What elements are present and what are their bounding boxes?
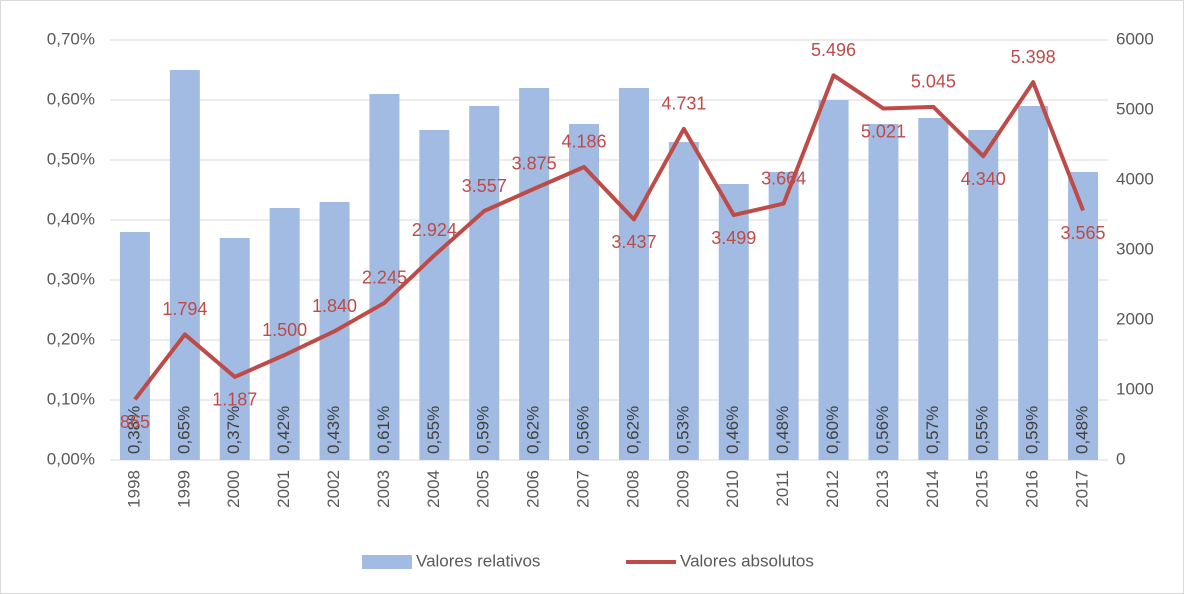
bar-value-label: 0,42%: [274, 406, 293, 454]
y-tick-label: 0,60%: [47, 89, 95, 108]
bar: [419, 130, 450, 460]
bar-value-label: 0,57%: [923, 406, 942, 454]
line-value-label: 3.499: [711, 228, 756, 248]
x-tick-label: 2007: [574, 470, 593, 508]
bar: [469, 106, 500, 460]
y2-tick-label: 6000: [1116, 29, 1154, 48]
bar-value-label: 0,56%: [574, 406, 593, 454]
x-tick-label: 2005: [474, 470, 493, 508]
line-value-label: 3.437: [611, 232, 656, 252]
bar: [219, 238, 250, 460]
bar: [918, 118, 949, 460]
legend-label: Valores absolutos: [680, 551, 814, 570]
bar-value-label: 0,60%: [823, 406, 842, 454]
x-tick-label: 2002: [324, 470, 343, 508]
line-value-label: 3.557: [462, 176, 507, 196]
x-tick-label: 2000: [224, 470, 243, 508]
x-tick-label: 2009: [673, 470, 692, 508]
line-value-label: 4.340: [961, 169, 1006, 189]
bar-value-label: 0,62%: [623, 406, 642, 454]
line-value-label: 1.500: [262, 320, 307, 340]
bar: [119, 232, 150, 460]
legend-swatch: [362, 555, 412, 569]
bar: [369, 94, 400, 460]
bar-value-label: 0,56%: [873, 406, 892, 454]
bar: [818, 100, 849, 460]
bar-value-label: 0,43%: [324, 406, 343, 454]
line-value-label: 5.045: [911, 72, 956, 92]
line-value-label: 3.565: [1061, 223, 1106, 243]
x-tick-label: 2013: [873, 470, 892, 508]
x-tick-label: 2014: [923, 470, 942, 508]
y-tick-label: 0,50%: [47, 149, 95, 168]
bar: [618, 88, 649, 460]
y2-tick-label: 1000: [1116, 379, 1154, 398]
x-tick-label: 1999: [174, 470, 193, 508]
bar: [1018, 106, 1049, 460]
line-value-label: 1.187: [212, 390, 257, 410]
y-tick-label: 0,20%: [47, 329, 95, 348]
bar-value-label: 0,46%: [723, 406, 742, 454]
y2-tick-label: 0: [1116, 449, 1125, 468]
bar-value-label: 0,59%: [474, 406, 493, 454]
y2-tick-label: 3000: [1116, 239, 1154, 258]
y-tick-label: 0,30%: [47, 269, 95, 288]
x-tick-label: 2008: [623, 470, 642, 508]
bar-value-label: 0,53%: [673, 406, 692, 454]
bar-value-label: 0,62%: [524, 406, 543, 454]
x-tick-label: 2015: [973, 470, 992, 508]
bar: [519, 88, 550, 460]
y-tick-label: 0,00%: [47, 449, 95, 468]
bar-value-label: 0,61%: [374, 406, 393, 454]
bar-value-label: 0,55%: [424, 406, 443, 454]
y-tick-label: 0,40%: [47, 209, 95, 228]
bar-value-label: 0,59%: [1023, 406, 1042, 454]
bar: [1068, 172, 1099, 460]
x-tick-label: 2006: [524, 470, 543, 508]
line-value-label: 1.794: [162, 299, 207, 319]
bar-value-label: 0,48%: [1073, 406, 1092, 454]
x-tick-label: 2017: [1073, 470, 1092, 508]
bar-value-label: 0,65%: [174, 406, 193, 454]
line-value-label: 5.021: [861, 121, 906, 141]
line-value-label: 4.186: [562, 132, 607, 152]
bar-value-label: 0,37%: [224, 406, 243, 454]
line-value-label: 5.398: [1011, 47, 1056, 67]
x-tick-label: 2016: [1023, 470, 1042, 508]
bar-value-label: 0,55%: [973, 406, 992, 454]
bar-value-label: 0,38%: [124, 406, 143, 454]
bar: [718, 184, 749, 460]
line-value-label: 3.875: [512, 154, 557, 174]
x-tick-label: 2003: [374, 470, 393, 508]
line: [133, 73, 1085, 401]
x-tick-label: 2011: [773, 470, 792, 507]
y-tick-label: 0,10%: [47, 389, 95, 408]
line-value-label: 2.245: [362, 268, 407, 288]
bar: [269, 208, 300, 460]
bar: [668, 142, 699, 460]
y2-tick-label: 5000: [1116, 99, 1154, 118]
y2-tick-label: 4000: [1116, 169, 1154, 188]
x-tick-label: 1998: [124, 470, 143, 508]
x-tick-label: 2004: [424, 470, 443, 508]
legend-label: Valores relativos: [416, 551, 540, 570]
line-value-label: 4.731: [661, 94, 706, 114]
line-value-label: 2.924: [412, 220, 457, 240]
y2-tick-label: 2000: [1116, 309, 1154, 328]
bar: [868, 124, 899, 460]
line-value-label: 865: [120, 412, 150, 432]
x-tick-label: 2001: [274, 470, 293, 508]
line-value-label: 3.664: [761, 168, 806, 188]
x-tick-label: 2012: [823, 470, 842, 508]
bar: [768, 172, 799, 460]
x-tick-label: 2010: [723, 470, 742, 508]
line-value-label: 5.496: [811, 40, 856, 60]
bar: [169, 70, 200, 460]
bar: [968, 130, 999, 460]
line-value-label: 1.840: [312, 296, 357, 316]
bar-value-label: 0,48%: [773, 406, 792, 454]
y-tick-label: 0,70%: [47, 29, 95, 48]
